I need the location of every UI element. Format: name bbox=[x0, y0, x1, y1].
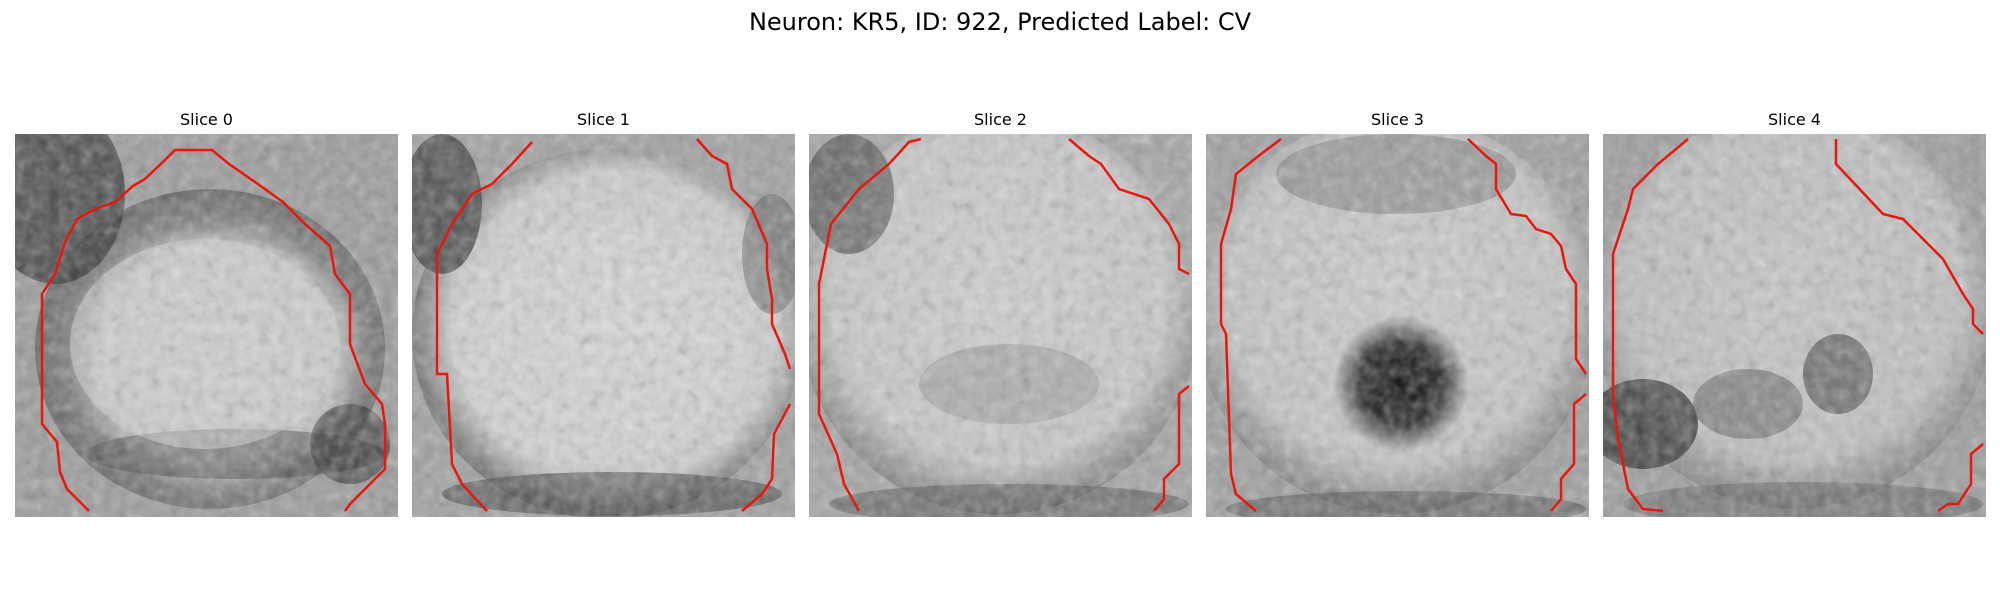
slice-panel-2: Slice 2 bbox=[809, 108, 1192, 517]
contour-line-4 bbox=[1611, 138, 1689, 513]
contour-line-3c bbox=[1550, 393, 1587, 512]
slice-image-3 bbox=[1206, 134, 1589, 517]
slice-title-1: Slice 1 bbox=[577, 110, 630, 129]
slice-image-0 bbox=[15, 134, 398, 517]
slice-panel-1: Slice 1 bbox=[412, 108, 795, 517]
contour-line-1c bbox=[741, 403, 792, 512]
contour-line-3 bbox=[1219, 138, 1282, 512]
slice-image-1 bbox=[412, 134, 795, 517]
contour-line-4b bbox=[1834, 139, 1984, 335]
slice-image-2 bbox=[809, 134, 1192, 517]
slice-title-0: Slice 0 bbox=[180, 110, 233, 129]
figure-title: Neuron: KR5, ID: 922, Predicted Label: C… bbox=[748, 8, 1252, 36]
contour-line-0 bbox=[40, 148, 387, 512]
contour-line-3b bbox=[1467, 138, 1588, 375]
slice-panel-0: Slice 0 bbox=[15, 108, 398, 517]
contour-line-2b bbox=[1068, 138, 1190, 276]
contour-line-4c bbox=[1937, 443, 1984, 513]
slice-title-4: Slice 4 bbox=[1768, 110, 1821, 129]
contour-line-1 bbox=[435, 141, 533, 512]
contour-line-2c bbox=[1153, 385, 1190, 512]
contour-line-2 bbox=[817, 137, 922, 512]
contour-line-1b bbox=[696, 138, 792, 370]
slice-title-2: Slice 2 bbox=[974, 110, 1027, 129]
slice-image-4 bbox=[1603, 134, 1986, 517]
slice-panel-3: Slice 3 bbox=[1206, 108, 1589, 517]
slice-title-3: Slice 3 bbox=[1371, 110, 1424, 129]
slice-panel-4: Slice 4 bbox=[1603, 108, 1986, 517]
